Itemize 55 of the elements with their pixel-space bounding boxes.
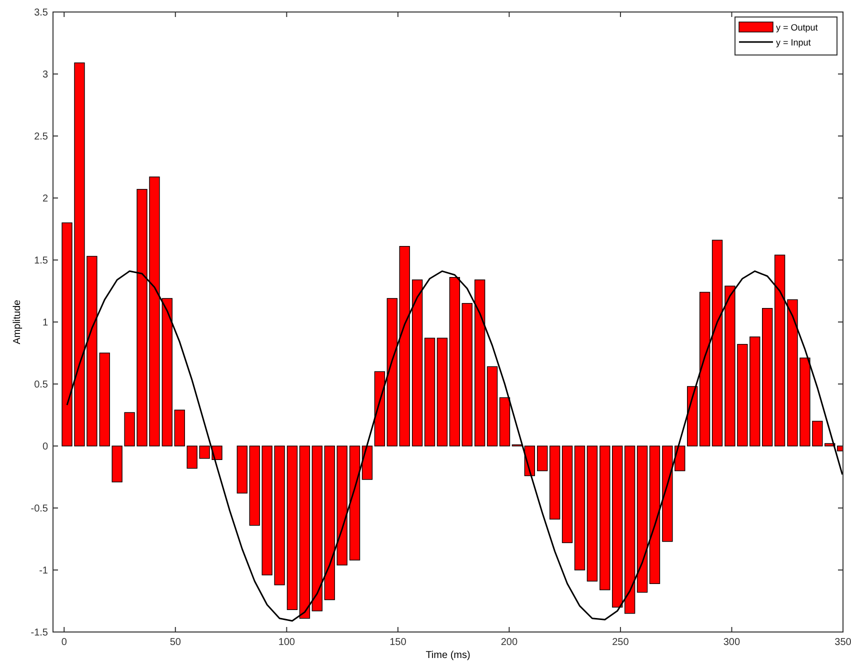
bar xyxy=(649,446,660,584)
x-tick-label: 0 xyxy=(61,637,68,648)
bar xyxy=(600,446,610,590)
bar xyxy=(549,446,560,520)
bar xyxy=(562,446,573,544)
y-tick-label: 0 xyxy=(42,442,48,452)
bar xyxy=(362,446,373,480)
x-tick-label: 250 xyxy=(612,637,630,648)
bar xyxy=(699,292,710,446)
x-tick-label: 200 xyxy=(500,637,518,648)
bar xyxy=(374,371,386,446)
y-tick-label: 2.5 xyxy=(34,132,48,142)
bar xyxy=(449,277,460,446)
bar xyxy=(436,338,448,446)
y-tick-label: -1 xyxy=(39,566,48,576)
bar xyxy=(312,446,322,612)
y-tick-label: 0.5 xyxy=(34,380,48,390)
x-tick-label: 150 xyxy=(390,637,407,648)
bar xyxy=(299,446,310,619)
bar xyxy=(750,336,760,446)
bar xyxy=(474,279,486,446)
y-tick-label: 3 xyxy=(42,70,48,80)
bar xyxy=(687,386,698,446)
bar xyxy=(612,446,623,608)
legend-label: y = Input xyxy=(776,38,812,48)
bar xyxy=(424,338,436,446)
bar xyxy=(412,279,423,446)
bar xyxy=(586,446,598,582)
bar xyxy=(574,446,586,570)
bar xyxy=(386,298,398,446)
bar xyxy=(236,446,248,494)
bar xyxy=(762,308,773,446)
bar xyxy=(499,397,510,446)
bar xyxy=(624,446,636,614)
x-axis-title: Time (ms) xyxy=(426,650,470,661)
y-tick-label: 1 xyxy=(42,318,48,328)
y-tick-label: -0.5 xyxy=(30,504,48,514)
bar xyxy=(636,446,648,593)
legend-label: y = Output xyxy=(776,22,818,32)
bar xyxy=(349,446,360,560)
bar xyxy=(286,446,298,610)
x-tick-label: 350 xyxy=(834,637,851,648)
bar xyxy=(99,352,110,446)
x-tick-label: 300 xyxy=(723,637,741,648)
x-tick-label: 100 xyxy=(278,637,296,648)
y-tick-label: 2 xyxy=(42,194,48,204)
y-tick-label: -1.5 xyxy=(30,628,48,638)
y-tick-label: 3.5 xyxy=(34,8,48,18)
y-axis-title: Amplitude xyxy=(12,299,23,344)
bar xyxy=(462,303,472,446)
bar xyxy=(537,446,548,472)
y-tick-label: 1.5 xyxy=(34,256,48,266)
x-tick-label: 50 xyxy=(170,637,182,648)
bar xyxy=(486,366,498,446)
bar xyxy=(162,298,172,446)
